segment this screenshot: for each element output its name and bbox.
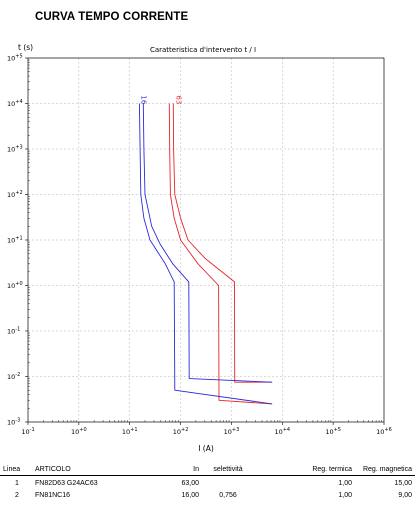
x-tick-label: 10+6 <box>376 427 392 436</box>
tick-labels: 10-1 10+0 10+1 10+2 10+3 10+4 10+5 10+6 10-3 10-2… <box>7 54 392 437</box>
series-63-upper-curve <box>172 103 273 383</box>
x-tick-label: 10-1 <box>21 427 34 436</box>
x-tick-label: 10+1 <box>122 427 138 436</box>
col-reg-termica-header: Reg. termica <box>255 465 354 476</box>
y-tick-label: 10+4 <box>7 99 23 108</box>
col-selettivita-header: selettività <box>201 465 255 476</box>
cell-linea: 2 <box>15 491 19 499</box>
cell-selettivita <box>201 476 255 489</box>
x-tick-label: 10+2 <box>173 427 189 436</box>
document-title: CURVA TEMPO CORRENTE <box>35 11 189 23</box>
x-tick-label: 10+3 <box>224 427 240 436</box>
series-layer: 63 16 <box>138 95 273 405</box>
cell-selettivita: 0,756 <box>219 491 237 499</box>
series-63-lower-curve <box>168 103 273 405</box>
series-16-label: 16 <box>139 95 147 104</box>
y-tick-label: 10-3 <box>7 418 20 427</box>
y-axis-label: t (s) <box>18 43 33 52</box>
col-articolo-header: ARTICOLO <box>33 465 137 476</box>
y-tick-label: 10+3 <box>7 145 23 154</box>
col-in-header: In <box>137 465 201 476</box>
y-tick-label: 10-2 <box>7 372 20 381</box>
col-reg-magnetica-header: Reg. magnetica <box>354 465 415 476</box>
axis-layer <box>25 57 385 425</box>
cell-articolo: FN82D63 G24AC63 <box>35 479 98 487</box>
table-row: 2 FN81NC16 16,00 0,756 1,00 9,00 <box>0 488 415 500</box>
cell-reg-magnetica: 15,00 <box>394 479 412 487</box>
cell-reg-termica: 1,00 <box>338 491 352 499</box>
settings-table: Linea ARTICOLO In selettività Reg. termi… <box>0 465 415 500</box>
col-linea-header: Linea <box>0 465 33 476</box>
table-row: 1 FN82D63 G24AC63 63,00 1,00 15,00 <box>0 476 415 489</box>
y-tick-label: 10+2 <box>7 190 23 199</box>
series-16-upper-curve <box>142 103 273 383</box>
series-63-label: 63 <box>174 95 182 104</box>
cell-reg-termica: 1,00 <box>338 479 352 487</box>
cell-articolo: FN81NC16 <box>35 491 71 499</box>
x-axis-label: I (A) <box>198 444 214 453</box>
y-tick-label: 10+1 <box>7 236 23 245</box>
cell-linea: 1 <box>15 479 19 487</box>
cell-in: 63,00 <box>181 479 199 487</box>
grid-layer <box>28 58 384 422</box>
y-tick-label: 10+5 <box>7 54 23 63</box>
y-tick-label: 10+0 <box>7 281 23 290</box>
chart-title: Caratteristica d'intervento t / I <box>150 46 256 54</box>
x-tick-label: 10+0 <box>71 427 87 436</box>
table-header-row: Linea ARTICOLO In selettività Reg. termi… <box>0 465 415 476</box>
cell-in: 16,00 <box>181 491 199 499</box>
x-tick-label: 10+4 <box>274 427 290 436</box>
y-tick-label: 10-1 <box>7 327 20 336</box>
series-16-lower-curve <box>138 103 273 405</box>
x-tick-label: 10+5 <box>325 427 341 436</box>
time-current-chart: 10-1 10+0 10+1 10+2 10+3 10+4 10+5 10+6 10-3 10-2… <box>7 43 392 453</box>
cell-reg-magnetica: 9,00 <box>398 491 412 499</box>
